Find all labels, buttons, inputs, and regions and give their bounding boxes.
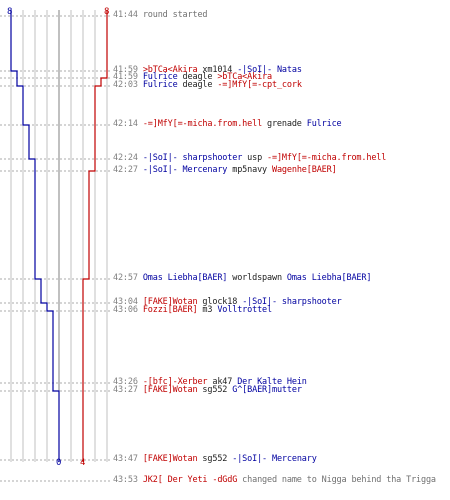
event-text: grenade [262,119,307,129]
event-text: JK2[ Der Yeti -dGdG [142,475,238,485]
event-text: G^[BAER]mutter [232,385,302,395]
event-text: -|SoI|- sharpshooter [142,153,243,163]
event-text: [FAKE]Wotan [142,454,198,464]
event-row: 42:14 -=]MfY[=-micha.from.hell grenade F… [113,119,342,129]
team-red-line [82,10,108,462]
event-time: 41:44 [113,10,143,20]
event-text: >bTCa<Akira [217,72,272,82]
event-row: 42:27 -|SoI|- Mercenary mp5navy Wagenhe[… [113,165,337,175]
event-text: usp [242,153,268,163]
event-text: -|SoI|- Mercenary [142,165,228,175]
event-text: Omas Liebha[BAER] [286,273,372,283]
event-row: 43:27 [FAKE]Wotan sg552 G^[BAER]mutter [113,385,302,395]
event-text: m3 [197,305,218,315]
event-text: Fulrice [306,119,342,129]
event-row: 43:04 [FAKE]Wotan glock18 -|SoI|- sharps… [113,297,342,307]
event-text: -[bfc]-Xerber [142,377,208,387]
event-time: 41:59 [113,72,143,82]
event-time: 41:59 [113,65,143,75]
event-text: worldspawn [227,273,287,283]
event-text: ak47 [207,377,238,387]
event-text: -=]MfY[=-micha.from.hell [142,119,263,129]
event-text: sg552 [197,385,233,395]
event-text: deagle [177,72,218,82]
team-blue-line [10,10,60,462]
blue-top-score: 8 [7,7,13,17]
event-text: -=]MfY[=-cpt_cork [217,80,302,90]
event-text: Fozzi[BAER] [142,305,198,315]
event-row: 42:24 -|SoI|- sharpshooter usp -=]MfY[=-… [113,153,386,163]
event-text: glock18 [197,297,243,307]
event-text: mp5navy [227,165,272,175]
event-row: 42:57 Omas Liebha[BAER] worldspawn Omas … [113,273,371,283]
event-time: 42:27 [113,165,143,175]
event-text: Omas Liebha[BAER] [142,273,228,283]
event-text: [FAKE]Wotan [142,385,198,395]
event-text: Wagenhe[BAER] [271,165,337,175]
event-time: 42:03 [113,80,143,90]
event-text: Fulrice [142,72,178,82]
event-time: 43:27 [113,385,143,395]
event-text: -=]MfY[=-micha.from.hell [267,153,387,163]
event-text: round started [142,10,208,20]
red-top-score: 8 [104,7,110,17]
event-row: 41:44 round started [113,10,208,20]
event-time: 43:53 [113,475,143,485]
event-row: 41:59 >bTCa<Akira xm1014 -|SoI|- Natas [113,65,302,75]
event-text: -|SoI|- sharpshooter [242,297,342,307]
event-text: changed name to Nigga behind tha Trigga [237,475,436,485]
event-text: deagle [177,80,218,90]
event-row: 43:47 [FAKE]Wotan sg552 -|SoI|- Mercenar… [113,454,317,464]
event-time: 42:57 [113,273,143,283]
event-text: xm1014 [197,65,238,75]
event-time: 42:24 [113,153,143,163]
event-text: sg552 [197,454,233,464]
event-row: 43:26 -[bfc]-Xerber ak47 Der Kalte Hein [113,377,307,387]
event-text: >bTCa<Akira [142,65,198,75]
event-time: 42:14 [113,119,143,129]
event-row: 43:06 Fozzi[BAER] m3 Volltrottel [113,305,272,315]
event-row: 42:03 Fulrice deagle -=]MfY[=-cpt_cork [113,80,302,90]
event-text: Volltrottel [217,305,272,315]
event-text: [FAKE]Wotan [142,297,198,307]
event-row: 41:59 Fulrice deagle >bTCa<Akira [113,72,272,82]
event-time: 43:47 [113,454,143,464]
event-time: 43:26 [113,377,143,387]
event-text: Der Kalte Hein [237,377,307,387]
blue-bottom-score: 0 [56,458,62,468]
event-text: -|SoI|- Mercenary [232,454,317,464]
event-time: 43:04 [113,297,143,307]
event-time: 43:06 [113,305,143,315]
event-text: Fulrice [142,80,178,90]
event-text: -|SoI|- Natas [237,65,302,75]
red-bottom-score: 4 [80,458,86,468]
event-row: 43:53 JK2[ Der Yeti -dGdG changed name t… [113,475,436,485]
